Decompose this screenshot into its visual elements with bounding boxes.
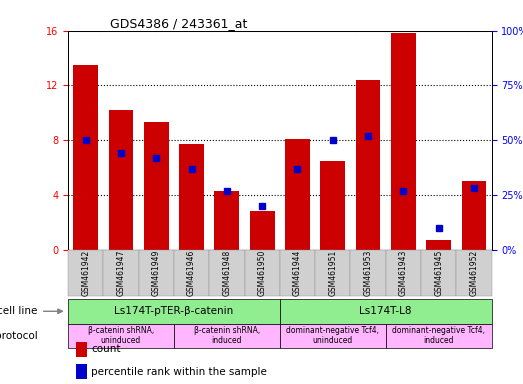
Text: dominant-negative Tcf4,
induced: dominant-negative Tcf4, induced	[392, 326, 485, 346]
Bar	[109, 110, 133, 250]
Bar	[385, 324, 492, 348]
Bar	[462, 181, 486, 250]
Text: GSM461950: GSM461950	[258, 250, 267, 296]
Bar	[144, 122, 168, 250]
Bar	[280, 324, 385, 348]
Text: GSM461946: GSM461946	[187, 250, 196, 296]
Text: GDS4386 / 243361_at: GDS4386 / 243361_at	[110, 17, 248, 30]
Text: cell line: cell line	[0, 306, 38, 316]
Bar	[214, 191, 239, 250]
Bar	[68, 324, 174, 348]
Bar	[280, 250, 315, 296]
Text: GSM461944: GSM461944	[293, 250, 302, 296]
Text: count: count	[92, 344, 121, 354]
Bar	[421, 250, 456, 296]
Bar	[315, 250, 350, 296]
Bar	[68, 299, 280, 324]
Bar	[68, 250, 104, 296]
Bar	[209, 250, 244, 296]
Bar	[179, 144, 204, 250]
Bar	[76, 364, 87, 379]
Text: β-catenin shRNA,
uninduced: β-catenin shRNA, uninduced	[88, 326, 154, 346]
Text: percentile rank within the sample: percentile rank within the sample	[92, 366, 267, 377]
Text: GSM461947: GSM461947	[117, 250, 126, 296]
Text: Ls174T-L8: Ls174T-L8	[359, 306, 412, 316]
Bar	[139, 250, 174, 296]
Bar	[321, 161, 345, 250]
Text: GSM461952: GSM461952	[470, 250, 479, 296]
Bar	[250, 211, 275, 250]
Bar	[385, 250, 421, 296]
Text: GSM461942: GSM461942	[81, 250, 90, 296]
Text: GSM461943: GSM461943	[399, 250, 408, 296]
Bar	[285, 139, 310, 250]
Bar	[244, 250, 280, 296]
Bar	[456, 250, 492, 296]
Bar	[104, 250, 139, 296]
Text: β-catenin shRNA,
induced: β-catenin shRNA, induced	[194, 326, 260, 346]
Text: GSM461951: GSM461951	[328, 250, 337, 296]
Bar	[174, 250, 209, 296]
Text: protocol: protocol	[0, 331, 38, 341]
Bar	[391, 33, 416, 250]
Text: dominant-negative Tcf4,
uninduced: dominant-negative Tcf4, uninduced	[286, 326, 379, 346]
Text: Ls174T-pTER-β-catenin: Ls174T-pTER-β-catenin	[114, 306, 234, 316]
Bar	[426, 240, 451, 250]
Bar	[76, 342, 87, 356]
Bar	[280, 299, 492, 324]
Bar	[350, 250, 385, 296]
Bar	[174, 324, 280, 348]
Text: GSM461949: GSM461949	[152, 250, 161, 296]
Text: GSM461948: GSM461948	[222, 250, 231, 296]
Text: GSM461953: GSM461953	[363, 250, 372, 296]
Bar	[73, 65, 98, 250]
Text: GSM461945: GSM461945	[434, 250, 443, 296]
Bar	[356, 80, 380, 250]
